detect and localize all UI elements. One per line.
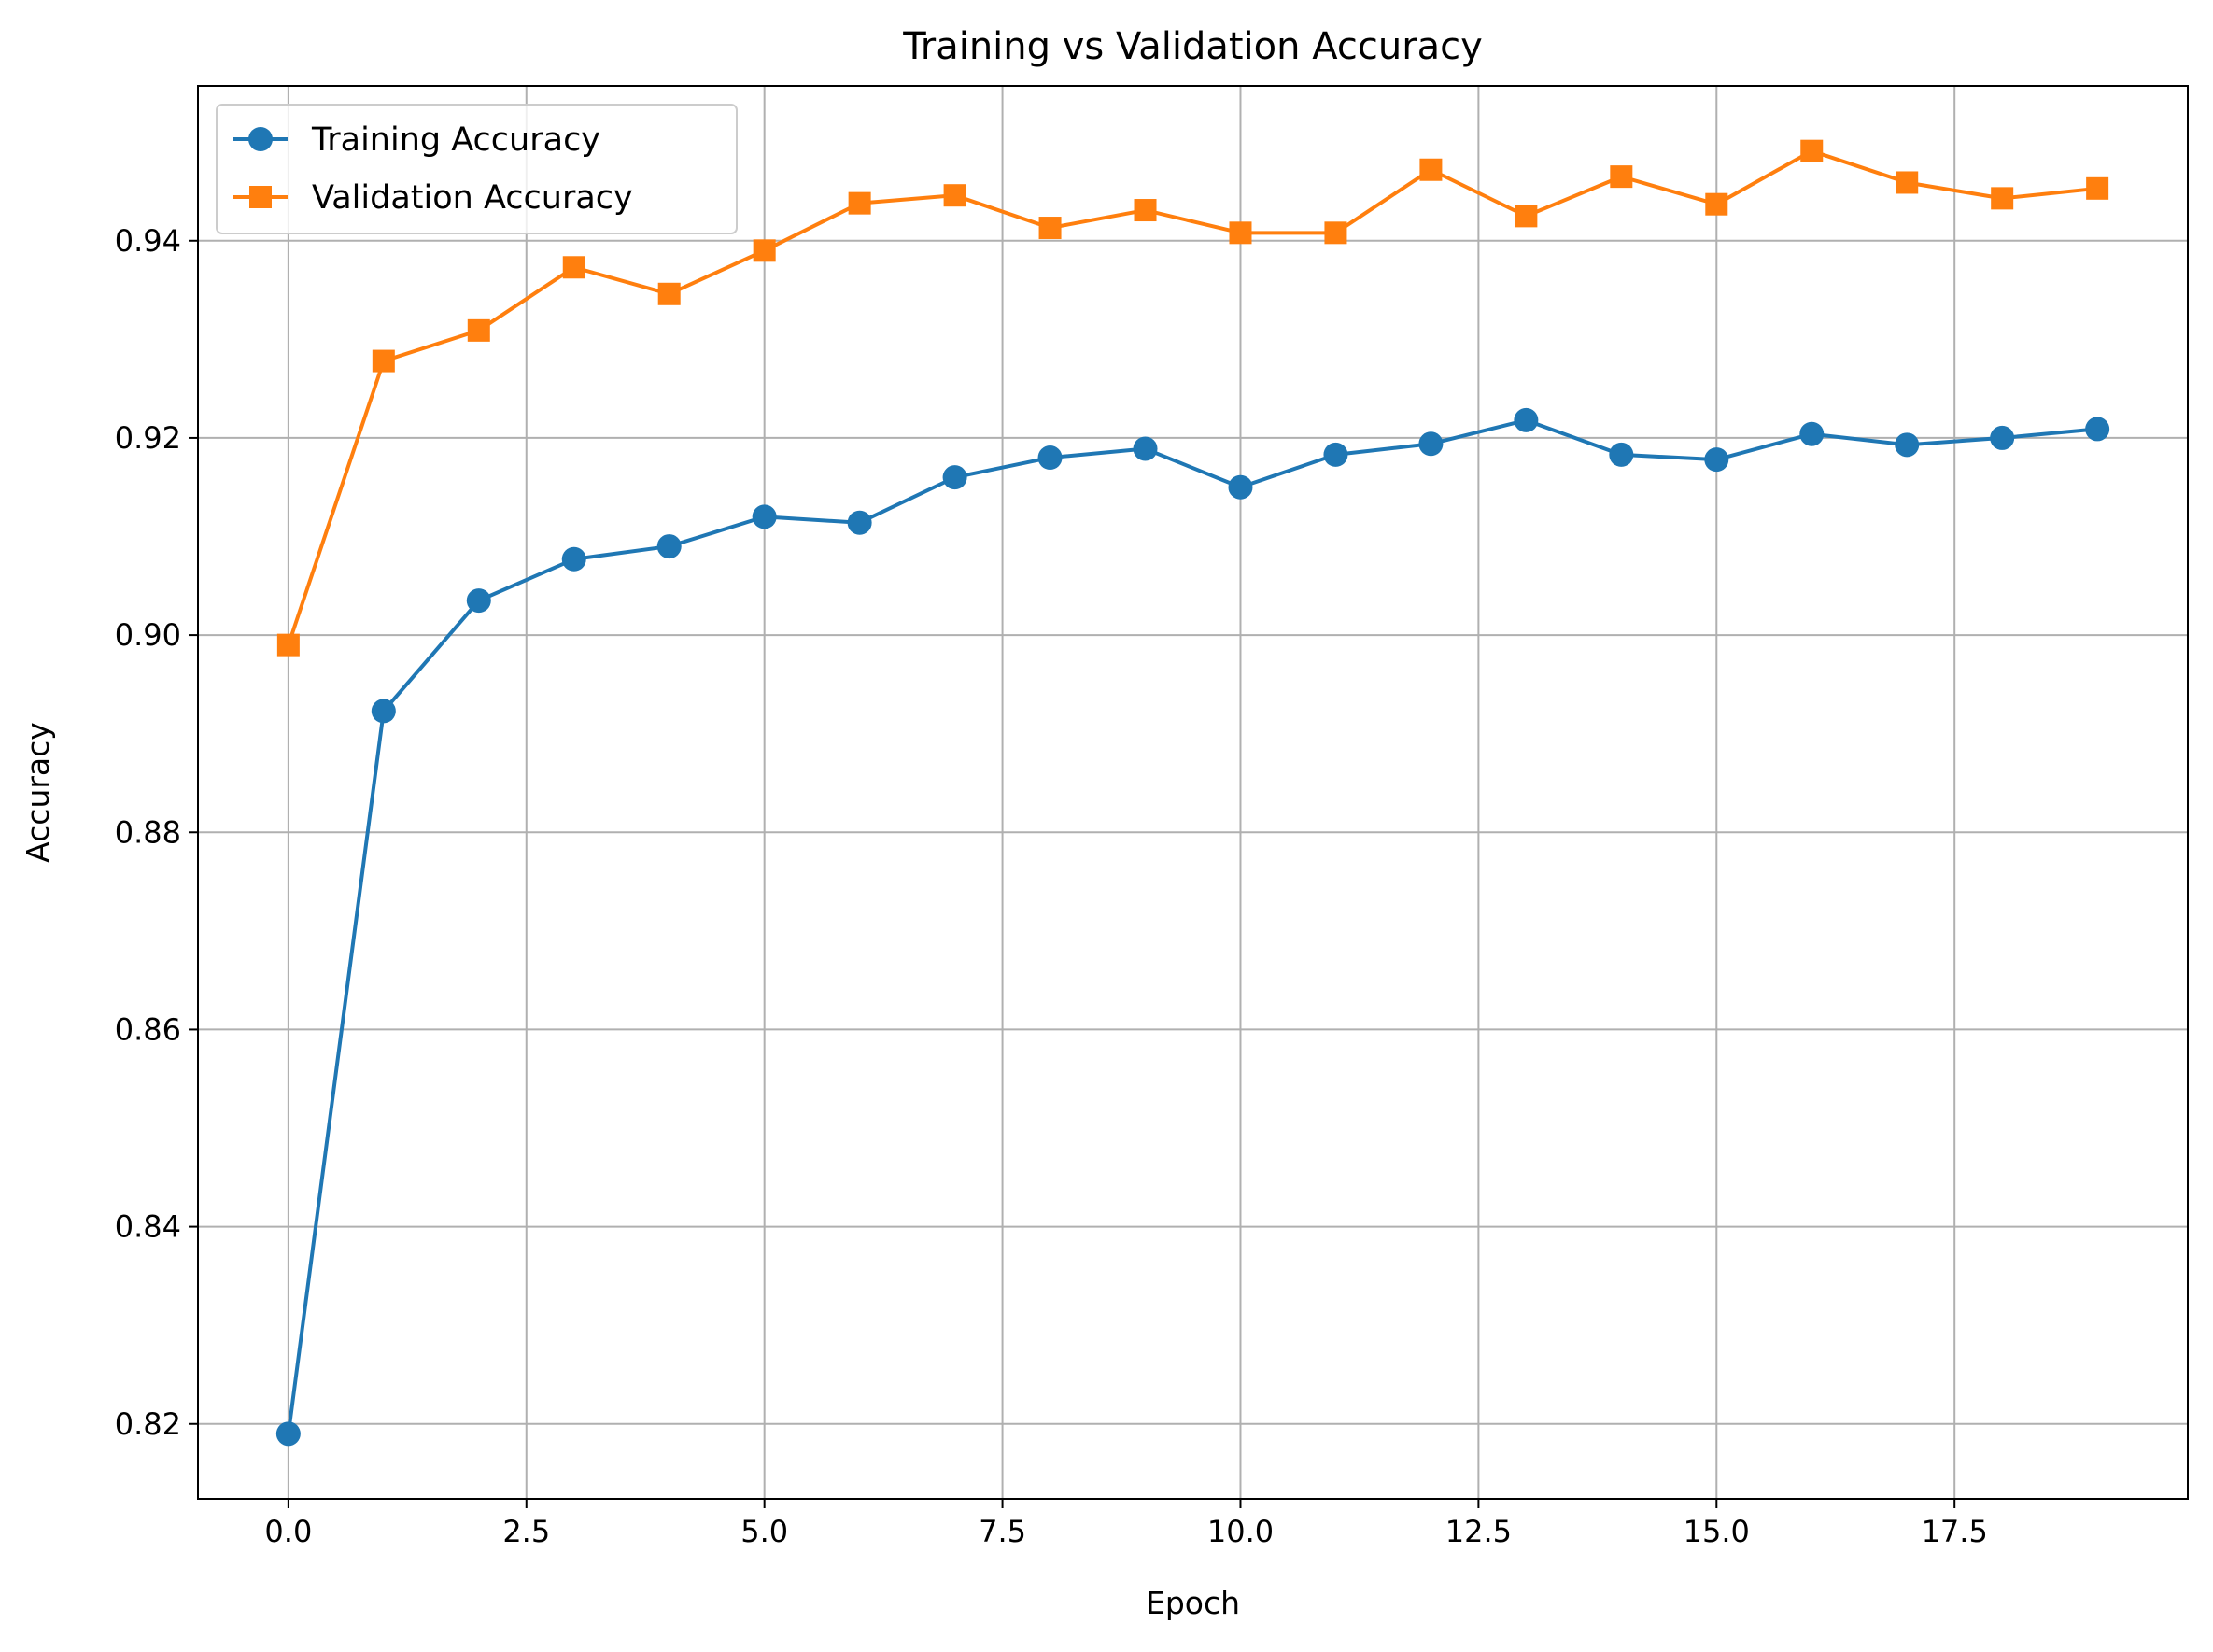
legend-box [216,104,738,234]
legend-square-marker [249,186,272,208]
training-point [1609,442,1634,467]
x-tick-label: 7.5 [979,1514,1026,1549]
training-point [1514,407,1539,432]
training-point [1323,442,1348,467]
validation-point [1324,221,1347,245]
training-point [1990,425,2015,450]
series-line-1 [286,417,2098,1434]
training-point [847,510,872,535]
validation-point [2086,176,2109,200]
x-tick-label: 15.0 [1684,1514,1750,1549]
training-point [1133,436,1158,461]
y-axis-label: Accuracy [20,722,56,863]
training-point [752,504,777,529]
validation-point [562,256,585,279]
x-tick-label: 5.0 [740,1514,788,1549]
training-point [1418,431,1444,457]
y-tick-label: 0.82 [115,1406,181,1442]
validation-point [276,633,300,657]
training-point [1895,432,1920,458]
legend-label: Training Accuracy [311,121,600,159]
legend: Training Accuracy Validation Accuracy [216,104,738,234]
legend-label: Validation Accuracy [312,179,633,217]
validation-point [943,184,966,207]
validation-point [1515,205,1538,228]
training-point [1704,447,1729,473]
training-point [1037,445,1063,471]
validation-point [372,349,395,373]
validation-point [1134,199,1157,222]
validation-point [1991,187,2014,210]
training-point [1799,421,1825,446]
training-point [275,1421,301,1447]
y-tick-label: 0.86 [115,1011,181,1047]
validation-point [1896,171,1919,194]
training-point [942,465,967,490]
x-axis-label: Epoch [1146,1585,1240,1621]
y-tick-label: 0.84 [115,1209,181,1245]
axis-ticks: 0.0 2.5 5.0 7.5 10.0 12.5 15.0 17.5 0.82 0.84 0.86… [115,223,1988,1549]
validation-point [1038,217,1062,240]
training-point [466,588,491,614]
training-point [1228,474,1253,500]
validation-point [467,318,490,342]
training-point [2085,417,2110,442]
training-point [371,699,396,724]
y-tick-label: 0.90 [115,617,181,653]
validation-point [1800,139,1824,162]
series-layer [275,139,2110,1447]
y-tick-label: 0.92 [115,420,181,456]
x-tick-label: 12.5 [1445,1514,1512,1549]
y-tick-label: 0.88 [115,814,181,850]
x-tick-label: 10.0 [1207,1514,1274,1549]
validation-point [848,191,871,215]
chart-title: Training vs Validation Accuracy [902,25,1483,68]
y-tick-label: 0.94 [115,223,181,259]
training-point [656,534,682,559]
x-tick-label: 17.5 [1922,1514,1988,1549]
validation-point [753,239,776,262]
training-point [561,546,586,572]
legend-circle-marker [248,127,273,151]
validation-point [657,282,681,305]
validation-point [1705,192,1728,216]
series-line-2 [286,148,2098,646]
validation-point [1610,165,1633,189]
x-tick-label: 2.5 [502,1514,550,1549]
x-tick-label: 0.0 [264,1514,312,1549]
validation-point [1229,221,1252,245]
validation-point [1419,158,1443,181]
plot-area-frame [197,85,2189,1500]
